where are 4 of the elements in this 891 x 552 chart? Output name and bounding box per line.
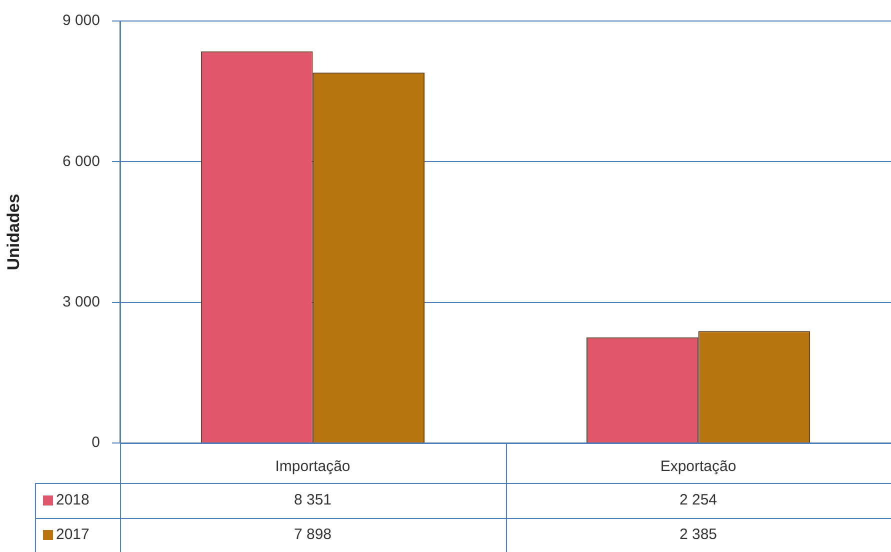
y-tick-label: 6 000	[62, 152, 100, 170]
y-tick-label: 9 000	[62, 12, 100, 30]
y-tick-label: 3 000	[62, 293, 100, 310]
y-axis-title: Unidades	[4, 194, 23, 270]
